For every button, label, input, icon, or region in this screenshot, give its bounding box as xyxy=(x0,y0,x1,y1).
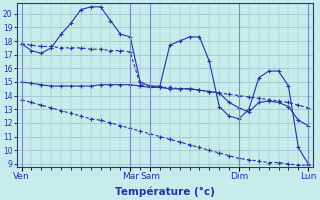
X-axis label: Température (°c): Température (°c) xyxy=(115,187,215,197)
